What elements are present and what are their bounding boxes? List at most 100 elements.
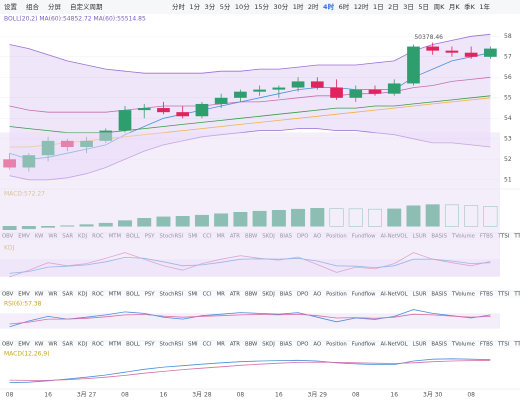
period-button[interactable]: 1日 bbox=[373, 3, 384, 11]
indicator-tab[interactable]: AI-NetVOL bbox=[381, 342, 408, 348]
indicator-tab[interactable]: BASIS bbox=[431, 342, 447, 348]
indicator-tab[interactable]: BIAS bbox=[280, 292, 293, 298]
indicator-tab[interactable]: Fundflow bbox=[352, 292, 376, 298]
indicator-tab[interactable]: BBW bbox=[245, 342, 258, 348]
indicator-tab[interactable]: FTBS bbox=[480, 342, 494, 348]
period-button[interactable]: 2时 bbox=[308, 2, 319, 11]
indicator-tab[interactable]: DPO bbox=[297, 292, 308, 298]
indicator-tab[interactable]: TTMU bbox=[513, 342, 520, 348]
candle-body bbox=[426, 46, 440, 51]
indicator-tab[interactable]: FTBS bbox=[480, 292, 494, 298]
indicator-tab[interactable]: Fundflow bbox=[352, 342, 376, 348]
toolbar-bg bbox=[0, 0, 520, 14]
period-button[interactable]: 2日 bbox=[388, 3, 399, 11]
indicator-tab[interactable]: MTM bbox=[109, 292, 122, 298]
indicator-tab[interactable]: SAR bbox=[62, 292, 73, 298]
indicator-tab[interactable]: KDJ bbox=[78, 342, 88, 348]
indicator-tab[interactable]: AO bbox=[313, 342, 321, 348]
indicator-tab[interactable]: TVolume bbox=[451, 342, 475, 348]
indicator-tab[interactable]: SMI bbox=[188, 342, 198, 348]
period-button[interactable]: 12时 bbox=[354, 2, 369, 11]
toolbar-button[interactable]: 自定义周期 bbox=[70, 2, 103, 11]
indicator-tab[interactable]: LSUR bbox=[413, 292, 427, 298]
x-tick-label: 3月 27 bbox=[77, 392, 97, 399]
candle-body bbox=[445, 50, 459, 53]
indicator-tab[interactable]: BBW bbox=[245, 292, 258, 298]
indicator-tab[interactable]: WR bbox=[48, 292, 57, 298]
period-button[interactable]: 6时 bbox=[339, 2, 350, 11]
indicator-tab[interactable]: EMV bbox=[18, 292, 30, 298]
period-button[interactable]: 季K bbox=[464, 2, 476, 11]
indicator-tab[interactable]: SKDJ bbox=[262, 292, 275, 298]
indicator-tab[interactable]: SKDJ bbox=[262, 342, 275, 348]
indicator-tab[interactable]: WR bbox=[48, 342, 57, 348]
indicator-tab[interactable]: DPO bbox=[297, 342, 308, 348]
indicator-tab[interactable]: ATR bbox=[230, 342, 240, 348]
indicator-tab[interactable]: OBV bbox=[2, 342, 14, 348]
period-button[interactable]: 5分 bbox=[220, 2, 231, 11]
candle-body bbox=[368, 89, 382, 94]
indicator-tab[interactable]: TTSI bbox=[497, 234, 510, 240]
indicator-tab[interactable]: PSY bbox=[145, 342, 156, 348]
indicator-tab[interactable]: CCI bbox=[203, 342, 212, 348]
period-button[interactable]: 周K bbox=[434, 3, 446, 11]
panel-legend: MACD(12,26,9) bbox=[4, 351, 50, 358]
legend-text: BOLL(20,2) MA(60):54852.72 MA(60):55514.… bbox=[4, 16, 146, 23]
indicator-line bbox=[9, 358, 491, 383]
indicator-tab[interactable]: KW bbox=[35, 342, 44, 348]
period-button[interactable]: 15分 bbox=[254, 2, 269, 11]
indicator-tab[interactable]: TTMU bbox=[513, 234, 520, 240]
indicator-tab[interactable]: ROC bbox=[92, 292, 104, 298]
indicator-tab[interactable]: ATR bbox=[230, 292, 240, 298]
period-button[interactable]: 30分 bbox=[273, 2, 288, 11]
indicator-tab[interactable]: AI-NetVOL bbox=[381, 292, 408, 298]
toolbar-button[interactable]: 组合 bbox=[26, 2, 40, 11]
indicator-tab[interactable]: CCI bbox=[203, 292, 212, 298]
x-tick-label: 3月 29 bbox=[308, 392, 328, 399]
indicator-tab[interactable]: ROC bbox=[92, 342, 104, 348]
indicator-tab[interactable]: MR bbox=[217, 292, 226, 298]
candle-body bbox=[214, 97, 228, 104]
indicator-tab[interactable]: LSUR bbox=[413, 342, 427, 348]
indicator-tab[interactable]: KDJ bbox=[78, 292, 88, 298]
toolbar-button[interactable]: 设置 bbox=[4, 2, 18, 11]
x-tick-label: 16 bbox=[160, 392, 168, 399]
indicator-tab[interactable]: SMI bbox=[188, 292, 198, 298]
indicator-tab[interactable]: BOLL bbox=[126, 342, 140, 348]
indicator-tab[interactable]: StochRSI bbox=[160, 342, 184, 348]
indicator-tab[interactable]: SAR bbox=[62, 342, 73, 348]
candle-body bbox=[387, 83, 401, 94]
period-button[interactable]: 1时 bbox=[293, 2, 304, 11]
toolbar-button[interactable]: 分屏 bbox=[48, 2, 62, 11]
indicator-tab[interactable]: BOLL bbox=[126, 292, 140, 298]
indicator-tab[interactable]: MR bbox=[217, 342, 226, 348]
candle-body bbox=[484, 48, 497, 57]
period-button[interactable]: 10分 bbox=[235, 2, 250, 11]
period-button[interactable]: 3日 bbox=[403, 3, 414, 11]
period-button[interactable]: 月K bbox=[449, 3, 461, 11]
indicator-tab[interactable]: BASIS bbox=[431, 292, 447, 298]
x-tick-label: 16 bbox=[44, 392, 52, 399]
indicator-tab[interactable]: Position bbox=[326, 292, 347, 298]
period-button[interactable]: 分时 bbox=[172, 2, 186, 11]
indicator-tab[interactable]: TTSI bbox=[497, 292, 510, 298]
indicator-tab[interactable]: StochRSI bbox=[160, 292, 184, 298]
indicator-tab[interactable]: PSY bbox=[145, 292, 156, 298]
period-button[interactable]: 3分 bbox=[205, 2, 216, 11]
indicator-tab[interactable]: BIAS bbox=[280, 342, 293, 348]
indicator-tab[interactable]: KW bbox=[35, 292, 44, 298]
y-tick-label: 58 bbox=[504, 33, 512, 40]
indicator-tab[interactable]: TVolume bbox=[451, 292, 475, 298]
indicator-tab[interactable]: MTM bbox=[109, 342, 122, 348]
indicator-tab[interactable]: OBV bbox=[2, 292, 14, 298]
indicator-tab[interactable]: EMV bbox=[18, 342, 30, 348]
indicator-tab[interactable]: Position bbox=[326, 342, 347, 348]
indicator-tab[interactable]: TTMU bbox=[513, 292, 520, 298]
period-button[interactable]: 1年 bbox=[479, 2, 490, 11]
indicator-tab[interactable]: AO bbox=[313, 292, 321, 298]
candle-body bbox=[234, 91, 247, 98]
period-button[interactable]: 5日 bbox=[418, 3, 429, 11]
period-button[interactable]: 4时 bbox=[323, 2, 335, 11]
indicator-tab[interactable]: TTSI bbox=[497, 342, 510, 348]
period-button[interactable]: 1分 bbox=[190, 2, 201, 11]
